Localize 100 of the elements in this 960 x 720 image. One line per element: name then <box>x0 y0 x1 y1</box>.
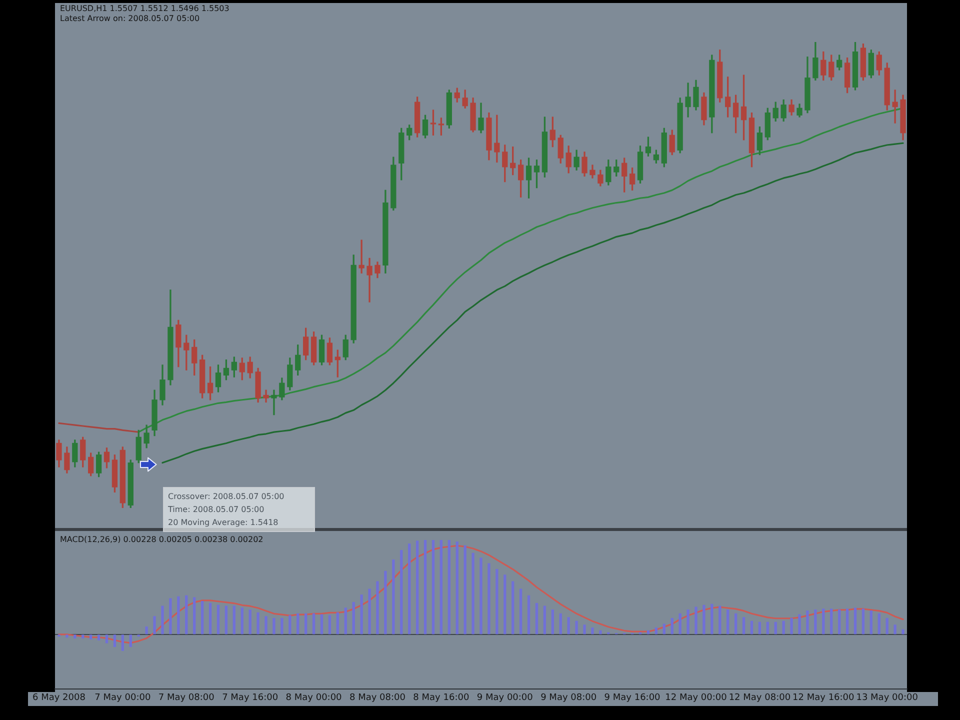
bar <box>464 545 466 634</box>
bar <box>718 606 722 634</box>
bar <box>750 620 754 634</box>
bar <box>384 570 387 634</box>
x-tick-label: 7 May 08:00 <box>158 692 215 703</box>
bar <box>670 618 674 634</box>
bar <box>870 610 872 634</box>
bar <box>496 568 498 634</box>
bar <box>846 608 849 634</box>
annotation: Time: 2008.05.07 05:00 <box>168 504 266 516</box>
bar <box>336 612 340 634</box>
x-tick-label: 9 May 08:00 <box>540 692 597 703</box>
x-tick-label: 7 May 16:00 <box>222 692 278 703</box>
x-tick-label: 12 May 00:00 <box>665 692 728 703</box>
bar <box>862 608 865 634</box>
bar <box>161 606 164 634</box>
bar <box>169 598 172 634</box>
bar <box>894 624 896 634</box>
bar <box>424 540 427 634</box>
bar <box>400 550 403 634</box>
bar <box>902 629 904 634</box>
x-tick-label: 8 May 00:00 <box>286 692 342 703</box>
bar <box>456 542 458 634</box>
bar <box>272 618 276 634</box>
bar <box>113 634 116 648</box>
bar <box>216 604 220 634</box>
bar <box>304 613 308 634</box>
bar <box>878 613 880 634</box>
bar <box>798 614 801 634</box>
bar <box>686 610 690 634</box>
x-tick-label: 12 May 16:00 <box>792 692 855 703</box>
chart-title: EURUSD,H1 1.5507 1.5512 1.5496 1.5503 <box>60 4 230 13</box>
bar <box>129 634 132 648</box>
bar <box>360 594 363 634</box>
bar <box>312 613 316 634</box>
bar <box>488 563 490 634</box>
bar <box>74 634 76 639</box>
bar <box>472 552 474 634</box>
bar <box>328 615 332 634</box>
bar <box>886 618 888 634</box>
bar <box>432 540 435 634</box>
bar <box>782 620 785 634</box>
bar <box>416 540 419 634</box>
bar <box>838 610 841 634</box>
bar <box>177 596 180 634</box>
bar <box>240 608 244 634</box>
chart-subtitle: Latest Arrow on: 2008.05.07 05:00 <box>60 14 200 23</box>
bar <box>575 620 578 634</box>
x-tick-label: 9 May 16:00 <box>604 692 661 703</box>
bar <box>790 618 793 634</box>
bar <box>694 606 698 634</box>
bar <box>256 612 260 634</box>
bar <box>145 626 148 634</box>
bar <box>153 616 156 634</box>
bar <box>766 622 769 634</box>
x-tick-label: 13 May 00:00 <box>856 692 918 703</box>
bar <box>185 595 188 634</box>
bar <box>646 630 650 634</box>
bar <box>710 604 714 634</box>
x-tick-label: 7 May 00:00 <box>94 692 151 703</box>
bar <box>551 610 554 634</box>
bar <box>288 615 292 634</box>
bar <box>448 540 450 634</box>
bar <box>830 608 833 634</box>
bar <box>296 613 300 634</box>
bar <box>543 606 546 634</box>
bar <box>105 634 108 644</box>
bar <box>742 617 746 634</box>
bar <box>662 624 666 634</box>
bar <box>352 602 355 634</box>
bar <box>368 588 371 634</box>
bar <box>814 610 817 634</box>
bar <box>97 634 100 640</box>
bar <box>224 606 228 634</box>
bar <box>519 588 522 634</box>
bar <box>583 624 586 634</box>
bar <box>854 608 857 634</box>
bar <box>440 540 443 634</box>
x-tick-label: 8 May 08:00 <box>349 692 406 703</box>
bar <box>726 610 730 634</box>
bar <box>200 601 204 634</box>
bar <box>82 634 84 639</box>
bar <box>654 627 658 634</box>
bar <box>480 558 482 634</box>
chart-title: MACD(12,26,9) 0.00228 0.00205 0.00238 0.00202 <box>60 535 264 544</box>
bar <box>806 610 809 634</box>
tooltip-box: Crossover: 2008.05.07 05:00 Time: 2008.05.07 05:00 20 Moving Average: 1.5418 <box>163 487 315 532</box>
bar <box>232 606 236 634</box>
bar <box>822 608 825 634</box>
bar <box>264 616 268 634</box>
bar <box>193 597 196 634</box>
bar <box>376 581 379 634</box>
x-tick-label: 6 May 2008 <box>32 692 86 703</box>
bar <box>559 613 562 634</box>
bar <box>408 543 411 634</box>
x-tick-label: 8 May 16:00 <box>413 692 470 703</box>
bar <box>678 613 682 634</box>
x-tick-label: 12 May 08:00 <box>728 692 791 703</box>
annotation: Crossover: 2008.05.07 05:00 <box>168 491 286 503</box>
bar <box>758 622 762 634</box>
